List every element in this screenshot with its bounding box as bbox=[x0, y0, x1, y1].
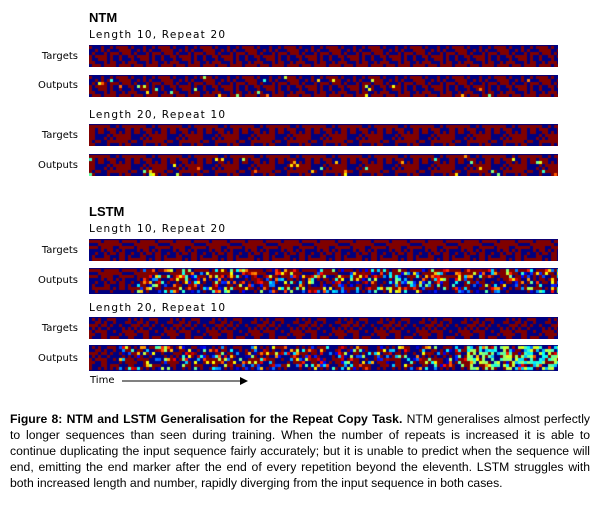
lstm-c1-outputs-heatmap bbox=[89, 268, 558, 294]
ntm-title: NTM bbox=[89, 10, 118, 25]
ntm-condition-1: Length 10, Repeat 20 bbox=[89, 29, 227, 41]
ntm-c2-outputs-label: Outputs bbox=[38, 160, 78, 171]
ntm-condition-2: Length 20, Repeat 10 bbox=[89, 109, 227, 121]
time-axis-label: Time bbox=[90, 375, 115, 386]
caption-title: NTM and LSTM Generalisation for the Repe… bbox=[66, 412, 403, 426]
lstm-condition-2: Length 20, Repeat 10 bbox=[89, 302, 227, 314]
caption-label: Figure 8: bbox=[10, 412, 63, 426]
lstm-c2-targets-heatmap bbox=[89, 317, 558, 339]
ntm-c2-targets-label: Targets bbox=[41, 130, 78, 141]
ntm-c1-outputs-heatmap bbox=[89, 75, 558, 97]
lstm-c2-targets-label: Targets bbox=[41, 323, 78, 334]
lstm-c1-outputs-label: Outputs bbox=[38, 275, 78, 286]
lstm-c2-outputs-label: Outputs bbox=[38, 353, 78, 364]
ntm-c2-targets-heatmap bbox=[89, 124, 558, 146]
caption-body: NTM generalises almost perfectly to long… bbox=[10, 412, 590, 491]
ntm-c2-outputs-heatmap bbox=[89, 154, 558, 176]
lstm-condition-1: Length 10, Repeat 20 bbox=[89, 223, 227, 235]
ntm-c1-targets-label: Targets bbox=[41, 51, 78, 62]
time-arrow-icon bbox=[122, 377, 248, 385]
lstm-c1-targets-heatmap bbox=[89, 239, 558, 261]
figure-caption: Figure 8: NTM and LSTM Generalisation fo… bbox=[10, 411, 590, 491]
lstm-c1-targets-label: Targets bbox=[41, 245, 78, 256]
lstm-c2-outputs-heatmap bbox=[89, 345, 558, 371]
ntm-c1-targets-heatmap bbox=[89, 45, 558, 67]
lstm-title: LSTM bbox=[89, 204, 125, 219]
ntm-c1-outputs-label: Outputs bbox=[38, 80, 78, 91]
